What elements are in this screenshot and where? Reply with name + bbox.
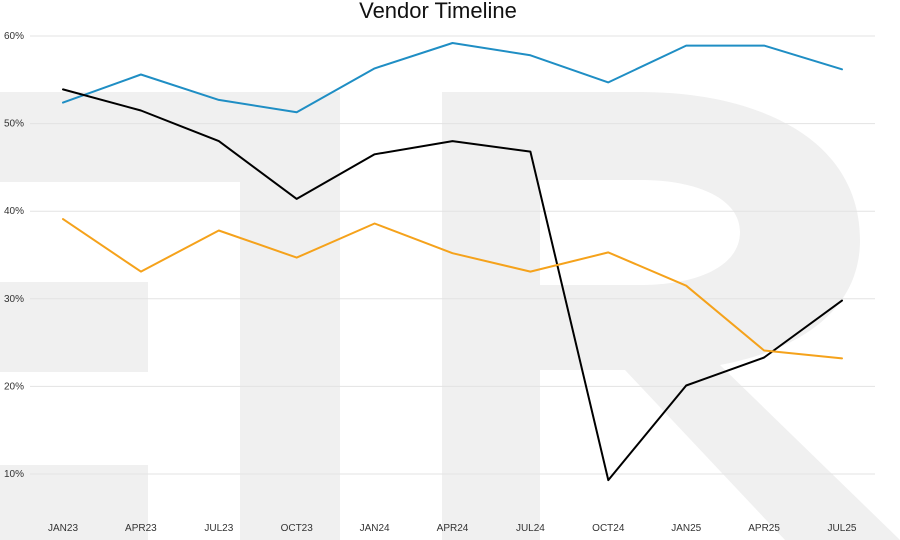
x-tick-label: OCT23 <box>281 523 314 534</box>
series-layer <box>62 42 843 482</box>
x-tick-label: APR23 <box>125 523 157 534</box>
series-line-1 <box>62 42 843 114</box>
y-tick-label: 10% <box>4 469 24 480</box>
grid <box>30 35 875 475</box>
x-axis: JAN23 APR23 JUL23 OCT23 JAN24 APR24 JUL24 OCT24… <box>48 523 857 534</box>
series-line-2 <box>62 88 843 482</box>
x-tick-label: APR25 <box>748 523 780 534</box>
y-tick-label: 50% <box>4 119 24 130</box>
watermark-logo <box>0 92 900 540</box>
x-tick-label: OCT24 <box>592 523 625 534</box>
x-tick-label: JAN24 <box>360 523 390 534</box>
series-line-3 <box>62 218 843 360</box>
x-tick-label: JAN23 <box>48 523 78 534</box>
x-tick-label: APR24 <box>437 523 469 534</box>
x-tick-label: JUL23 <box>204 523 233 534</box>
x-tick-label: JAN25 <box>671 523 701 534</box>
y-tick-label: 60% <box>4 31 24 42</box>
y-tick-label: 20% <box>4 381 24 392</box>
chart-title: Vendor Timeline <box>359 0 517 23</box>
y-axis: 10% 20% 30% 40% 50% 60% <box>4 31 24 480</box>
y-tick-label: 40% <box>4 206 24 217</box>
x-tick-label: JUL24 <box>516 523 545 534</box>
x-tick-label: JUL25 <box>828 523 857 534</box>
y-tick-label: 30% <box>4 294 24 305</box>
